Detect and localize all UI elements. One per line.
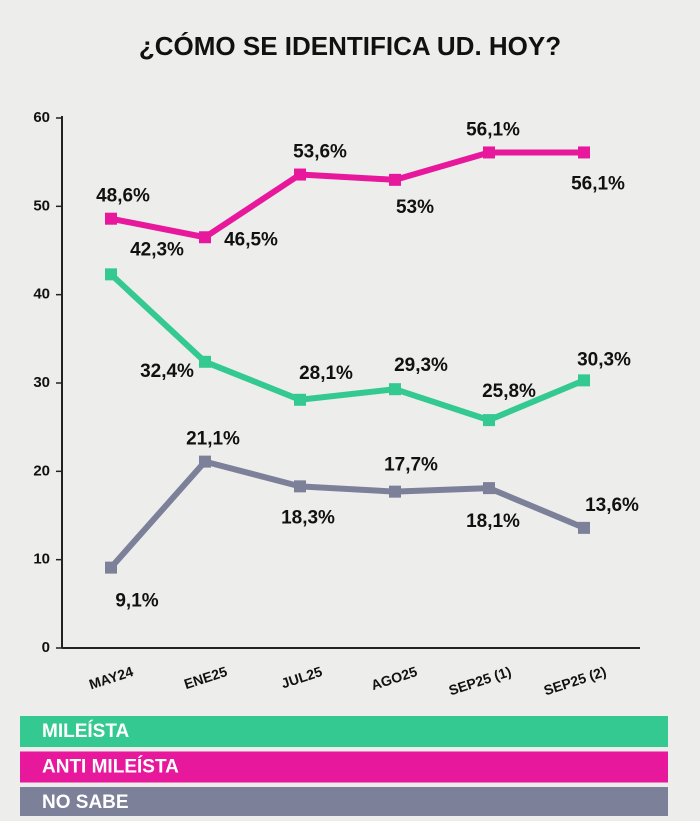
legend-swatch <box>20 787 668 818</box>
y-tick-label: 0 <box>42 639 50 656</box>
y-tick-label: 60 <box>33 109 50 126</box>
value-label: 18,1% <box>466 511 520 532</box>
marker <box>294 480 306 493</box>
value-label: 25,8% <box>482 381 536 402</box>
marker <box>199 231 211 244</box>
marker <box>294 168 306 181</box>
marker <box>578 521 590 534</box>
marker <box>389 485 401 498</box>
value-label: 28,1% <box>299 363 353 384</box>
value-label: 9,1% <box>115 591 158 612</box>
legend-swatch <box>20 716 668 747</box>
series-line <box>108 458 586 570</box>
value-label: 13,6% <box>585 495 639 516</box>
value-label: 53% <box>396 197 434 218</box>
marker <box>105 268 117 281</box>
y-tick-label: 40 <box>33 286 50 303</box>
value-label: 17,7% <box>384 455 438 476</box>
value-label: 48,6% <box>96 186 150 207</box>
value-label: 32,4% <box>140 361 194 382</box>
chart-title: ¿CÓMO SE IDENTIFICA UD. HOY? <box>139 31 561 61</box>
legend-swatch <box>20 751 668 783</box>
y-tick-label: 20 <box>33 462 50 479</box>
marker <box>578 146 590 159</box>
marker <box>294 393 306 406</box>
series-line <box>110 149 584 241</box>
legend-label: NO SABE <box>42 792 129 813</box>
y-tick-label: 10 <box>33 551 50 568</box>
value-label: 21,1% <box>186 429 240 450</box>
marker <box>199 455 211 468</box>
marker <box>105 561 117 574</box>
value-label: 30,3% <box>577 349 631 370</box>
value-label: 29,3% <box>394 355 448 376</box>
value-label: 53,6% <box>293 142 347 163</box>
legend-label: ANTI MILEÍSTA <box>42 756 179 778</box>
y-tick-label: 50 <box>33 197 50 214</box>
value-label: 18,3% <box>281 507 335 528</box>
marker <box>483 146 495 159</box>
legend-label: MILEÍSTA <box>42 720 130 742</box>
marker <box>389 383 401 396</box>
marker <box>105 212 117 225</box>
value-label: 56,1% <box>466 119 520 140</box>
series-line <box>108 272 586 424</box>
value-label: 42,3% <box>130 239 184 260</box>
marker <box>483 482 495 495</box>
marker <box>578 374 590 387</box>
y-tick-label: 30 <box>33 374 50 391</box>
marker <box>389 173 401 186</box>
marker <box>483 414 495 427</box>
value-label: 46,5% <box>224 229 278 250</box>
value-label: 56,1% <box>571 173 625 194</box>
marker <box>199 355 211 368</box>
